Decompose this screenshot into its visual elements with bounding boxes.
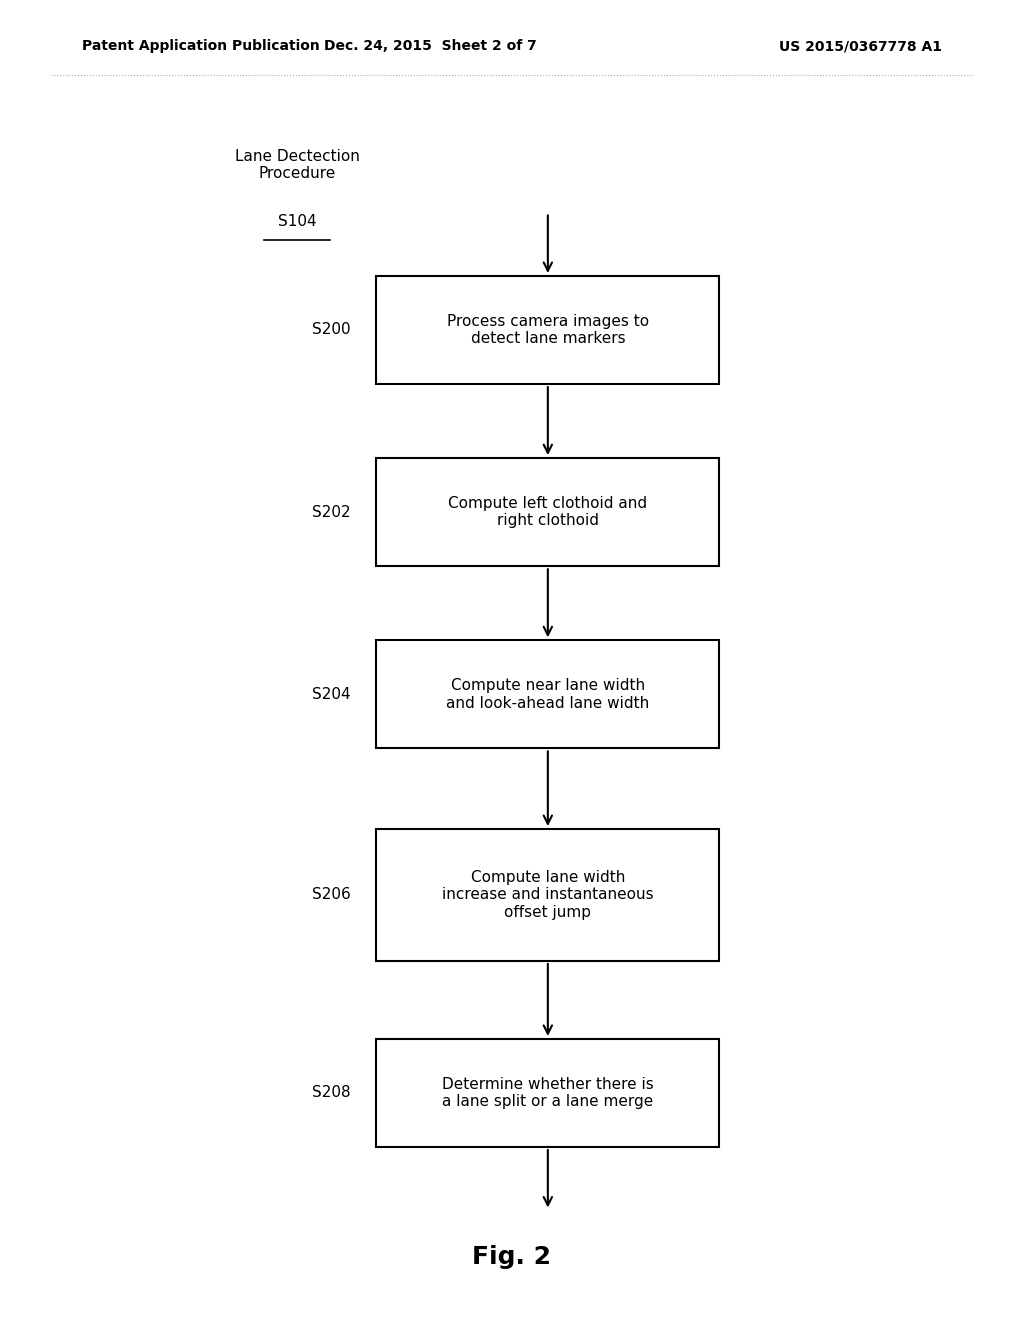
- Text: Compute left clothoid and
right clothoid: Compute left clothoid and right clothoid: [449, 496, 647, 528]
- Text: S200: S200: [312, 322, 350, 338]
- FancyBboxPatch shape: [377, 1039, 720, 1147]
- Text: Compute lane width
increase and instantaneous
offset jump: Compute lane width increase and instanta…: [442, 870, 653, 920]
- Text: Dec. 24, 2015  Sheet 2 of 7: Dec. 24, 2015 Sheet 2 of 7: [324, 40, 537, 53]
- FancyBboxPatch shape: [377, 276, 720, 384]
- FancyBboxPatch shape: [377, 458, 720, 566]
- FancyBboxPatch shape: [377, 829, 720, 961]
- Text: S206: S206: [312, 887, 350, 903]
- Text: Fig. 2: Fig. 2: [472, 1245, 552, 1269]
- Text: Patent Application Publication: Patent Application Publication: [82, 40, 319, 53]
- Text: Compute near lane width
and look-ahead lane width: Compute near lane width and look-ahead l…: [446, 678, 649, 710]
- Text: US 2015/0367778 A1: US 2015/0367778 A1: [779, 40, 942, 53]
- Text: Process camera images to
detect lane markers: Process camera images to detect lane mar…: [446, 314, 649, 346]
- Text: S104: S104: [278, 214, 316, 230]
- Text: S202: S202: [312, 504, 350, 520]
- Text: S204: S204: [312, 686, 350, 702]
- FancyBboxPatch shape: [377, 640, 720, 748]
- Text: S208: S208: [312, 1085, 350, 1101]
- Text: Lane Dectection
Procedure: Lane Dectection Procedure: [234, 149, 359, 181]
- Text: Determine whether there is
a lane split or a lane merge: Determine whether there is a lane split …: [442, 1077, 653, 1109]
